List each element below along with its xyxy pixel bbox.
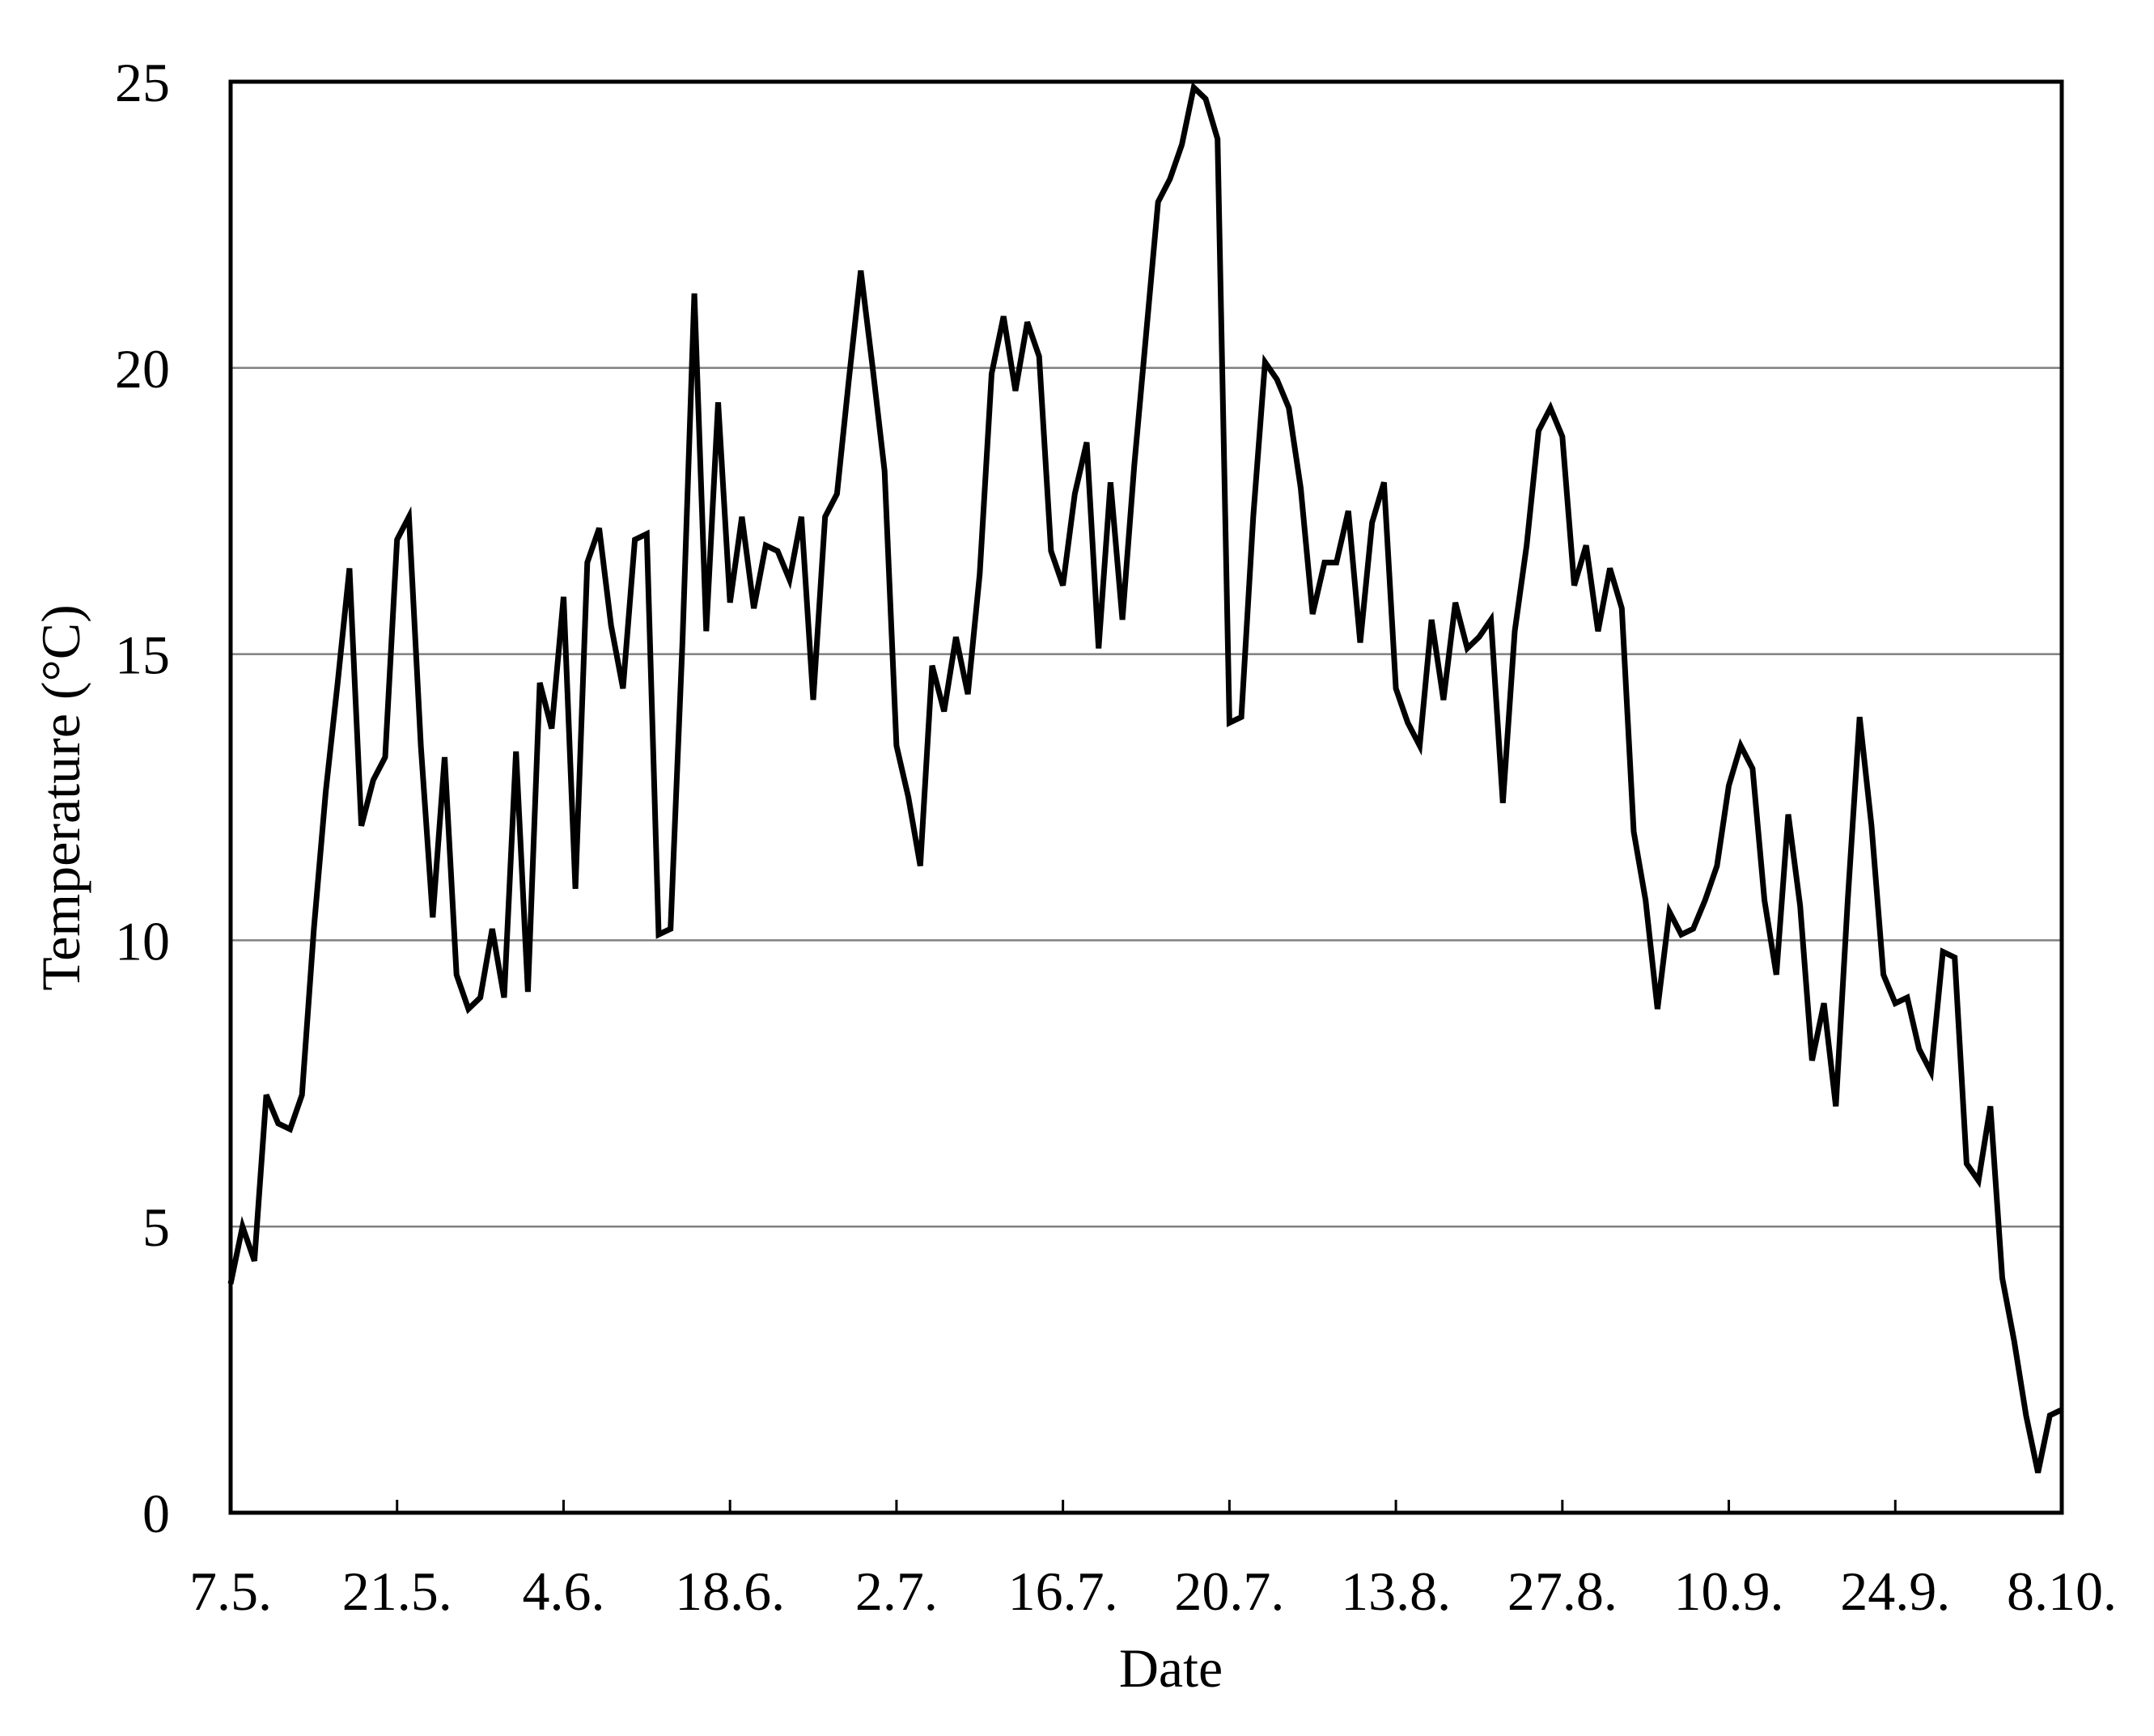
x-tick-label: 13.8. (1341, 1560, 1451, 1622)
x-axis-label: Date (1119, 1637, 1223, 1699)
x-tick-label: 7.5. (189, 1560, 272, 1622)
y-tick-label: 15 (115, 625, 170, 686)
x-tick-label: 4.6. (522, 1560, 604, 1622)
x-tick-label: 2.7. (855, 1560, 938, 1622)
x-tick-label: 21.5. (342, 1560, 452, 1622)
x-tick-label: 8.10. (2007, 1560, 2117, 1622)
data-line (227, 82, 2063, 1474)
y-tick-label: 5 (142, 1196, 170, 1258)
x-tick-label: 16.7. (1008, 1560, 1118, 1622)
x-tick-label: 24.9. (1840, 1560, 1950, 1622)
y-axis-label: Temperature (°C) (30, 604, 91, 990)
x-tick-label: 27.8. (1507, 1560, 1618, 1622)
y-tick-label: 10 (115, 910, 170, 972)
plot-frame (228, 79, 2064, 1515)
y-tick-label: 25 (115, 52, 170, 113)
y-tick-label: 20 (115, 338, 170, 400)
x-tick-label: 18.6. (675, 1560, 785, 1622)
x-tick-label: 20.7. (1174, 1560, 1284, 1622)
x-tick-label: 10.9. (1674, 1560, 1784, 1622)
y-tick-label: 0 (142, 1483, 170, 1544)
